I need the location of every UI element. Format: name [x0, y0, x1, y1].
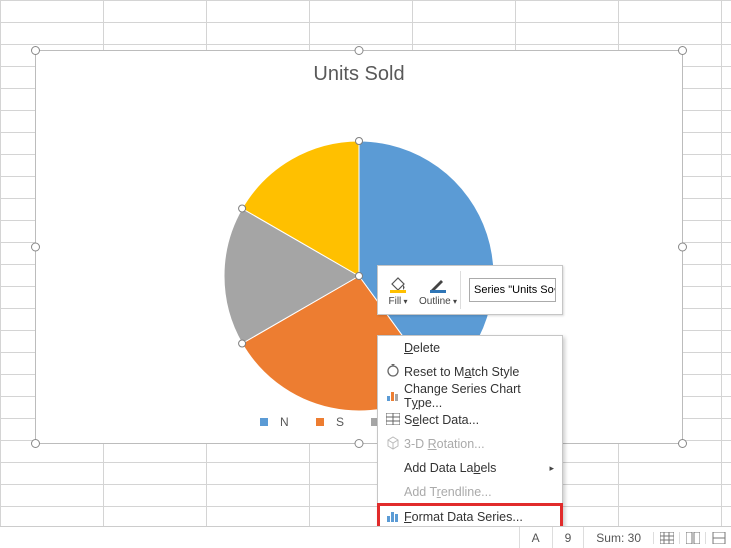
menu-item-3[interactable]: Select Data...	[378, 408, 562, 432]
menu-item-label: Delete	[404, 341, 554, 355]
resize-handle-tr[interactable]	[678, 46, 687, 55]
selection-dot[interactable]	[239, 340, 246, 347]
resize-handle-br[interactable]	[678, 439, 687, 448]
menu-item-1[interactable]: Reset to Match Style	[378, 360, 562, 384]
view-normal-button[interactable]	[653, 532, 679, 544]
reset-icon	[382, 364, 404, 381]
menu-item-6: Add Trendline...	[378, 480, 562, 504]
menu-item-label: Change Series Chart Type...	[404, 382, 554, 410]
mini-toolbar: Fill ▾ Outline ▾ Series "Units So ▾	[377, 265, 563, 315]
status-bar: A 9 Sum: 30	[0, 526, 731, 548]
legend-item-s[interactable]: S	[310, 415, 350, 429]
menu-item-4: 3-D Rotation...	[378, 432, 562, 456]
menu-item-5[interactable]: Add Data Labels▸	[378, 456, 562, 480]
selection-dot[interactable]	[356, 138, 363, 145]
legend-item-n[interactable]: N	[254, 415, 295, 429]
menu-item-label: Add Trendline...	[404, 485, 554, 499]
selection-dot[interactable]	[239, 205, 246, 212]
chevron-down-icon: ▾	[554, 285, 556, 296]
menu-item-2[interactable]: Change Series Chart Type...	[378, 384, 562, 408]
resize-handle-mr[interactable]	[678, 243, 687, 252]
resize-handle-tm[interactable]	[355, 46, 364, 55]
status-count: 9	[552, 527, 584, 548]
outline-button[interactable]: Outline ▾	[418, 271, 458, 309]
outline-label: Outline	[419, 296, 451, 307]
context-menu: Delete Reset to Match Style Change Series …	[377, 335, 563, 531]
view-buttons	[653, 532, 731, 544]
series-selector-value: Series "Units So	[474, 284, 554, 296]
status-sum: Sum: 30	[583, 527, 653, 548]
resize-handle-tl[interactable]	[31, 46, 40, 55]
series-selector[interactable]: Series "Units So ▾	[469, 278, 556, 302]
menu-item-label: Add Data Labels	[404, 461, 549, 475]
chart-icon	[382, 389, 404, 404]
paint-bucket-icon	[378, 274, 418, 296]
table-icon	[382, 413, 404, 428]
cube-icon	[382, 436, 404, 453]
view-layout-button[interactable]	[679, 532, 705, 544]
resize-handle-ml[interactable]	[31, 243, 40, 252]
pen-icon	[418, 274, 458, 296]
submenu-arrow-icon: ▸	[549, 463, 554, 474]
view-pagebreak-button[interactable]	[705, 532, 731, 544]
status-average: A	[519, 527, 552, 548]
page-break-icon	[712, 532, 726, 544]
resize-handle-bm[interactable]	[355, 439, 364, 448]
menu-item-0[interactable]: Delete	[378, 336, 562, 360]
format-icon	[382, 510, 404, 525]
toolbar-separator	[460, 271, 461, 309]
page-layout-icon	[686, 532, 700, 544]
fill-label: Fill	[388, 296, 401, 307]
chart-title[interactable]: Units Sold	[36, 63, 682, 86]
menu-item-label: Format Data Series...	[404, 510, 554, 524]
selection-dot[interactable]	[356, 273, 363, 280]
grid-icon	[660, 532, 674, 544]
fill-button[interactable]: Fill ▾	[378, 271, 418, 309]
resize-handle-bl[interactable]	[31, 439, 40, 448]
chart-legend[interactable]: N S E W	[36, 415, 682, 429]
menu-item-label: Reset to Match Style	[404, 365, 554, 379]
menu-item-label: 3-D Rotation...	[404, 437, 554, 451]
menu-item-label: Select Data...	[404, 413, 554, 427]
chart-container[interactable]: Units Sold N S E W	[35, 50, 683, 444]
